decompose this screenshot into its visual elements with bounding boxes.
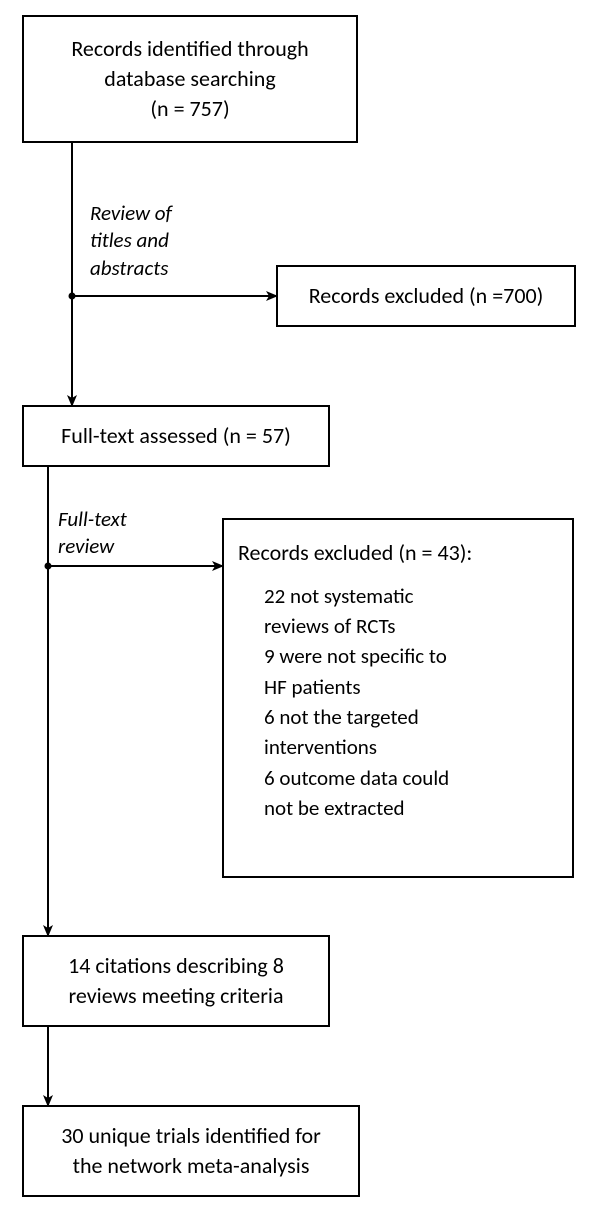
node-excluded1: Records excluded (n =700): [276, 265, 576, 327]
node-excluded1-line: Records excluded (n =700): [292, 281, 560, 311]
node-unique: 30 unique trials identified forthe netwo…: [22, 1105, 360, 1197]
node-identified-line: Records identified through: [38, 34, 342, 64]
flowchart-canvas: Records identified throughdatabase searc…: [0, 0, 604, 1215]
node-fulltext: Full-text assessed (n = 57): [22, 405, 330, 467]
node-identified: Records identified throughdatabase searc…: [22, 15, 358, 143]
edge-label-line: review: [58, 533, 127, 560]
node-citations-line: 14 citations describing 8: [38, 951, 314, 981]
exclusion-reason-line: reviews of RCTs: [264, 612, 449, 640]
edge-label-line: Full-text: [58, 506, 127, 533]
node-unique-line: the network meta-analysis: [38, 1151, 344, 1181]
node-citations-line: reviews meeting criteria: [38, 981, 314, 1011]
exclusion-reason-line: 6 outcome data could: [264, 764, 449, 792]
node-identified-line: (n = 757): [38, 94, 342, 124]
edge-label-line: Review of: [90, 200, 172, 227]
edge-label-review_titles: Review oftitles andabstracts: [90, 200, 172, 282]
node-excluded2: Records excluded (n = 43): 22 not systema…: [222, 518, 574, 878]
exclusion-reason-line: 22 not systematic: [264, 582, 449, 610]
exclusion-reason-line: interventions: [264, 733, 449, 761]
edge-label-fulltext_review: Full-textreview: [58, 506, 127, 561]
node-fulltext-line: Full-text assessed (n = 57): [38, 421, 314, 451]
node-citations: 14 citations describing 8reviews meeting…: [22, 935, 330, 1027]
exclusion-reason-line: 6 not the targeted: [264, 703, 449, 731]
node-excluded2-reasons: 22 not systematicreviews of RCTs9 were n…: [238, 582, 449, 825]
node-excluded2-header: Records excluded (n = 43):: [238, 538, 472, 568]
edge-label-line: titles and: [90, 227, 172, 254]
exclusion-reason-line: not be extracted: [264, 794, 449, 822]
node-identified-line: database searching: [38, 64, 342, 94]
exclusion-reason-line: 9 were not specific to: [264, 642, 449, 670]
node-unique-line: 30 unique trials identified for: [38, 1121, 344, 1151]
edge-label-line: abstracts: [90, 255, 172, 282]
exclusion-reason-line: HF patients: [264, 673, 449, 701]
